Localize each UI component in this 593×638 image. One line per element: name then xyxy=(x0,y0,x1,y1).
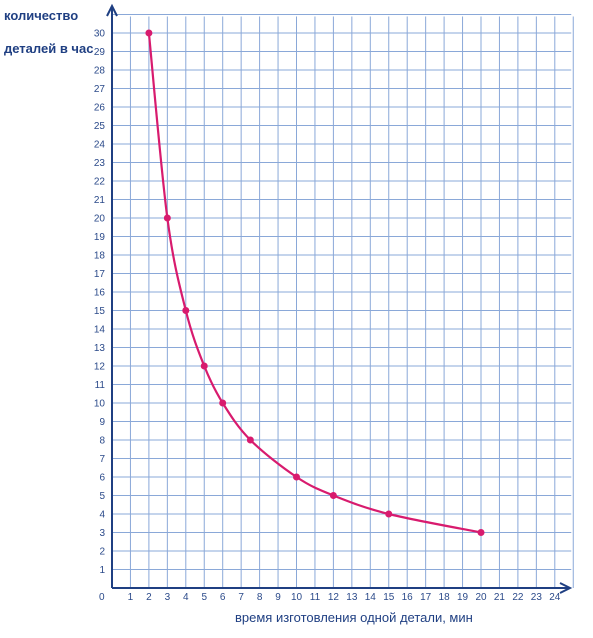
data-point xyxy=(200,362,208,370)
x-tick-label: 20 xyxy=(475,592,487,603)
y-tick-label: 3 xyxy=(99,528,105,539)
x-tick-label: 6 xyxy=(220,592,226,603)
x-tick-label: 17 xyxy=(420,592,432,603)
x-tick-label: 14 xyxy=(365,592,377,603)
y-tick-label: 18 xyxy=(94,251,106,262)
data-point xyxy=(163,214,171,222)
x-ticks: 1 2 3 4 5 6 7 8 9 10 11 12 13 14 15 16 17 18 19 20 21 22 23 24 xyxy=(128,592,561,603)
axes xyxy=(106,3,573,594)
y-tick-label: 6 xyxy=(99,473,105,484)
y-tick-label: 25 xyxy=(94,121,106,132)
data-point xyxy=(219,399,227,407)
x-tick-label: 18 xyxy=(439,592,451,603)
data-point xyxy=(385,510,393,518)
x-tick-label: 24 xyxy=(549,592,561,603)
x-tick-label: 13 xyxy=(346,592,358,603)
y-tick-label: 29 xyxy=(94,47,106,58)
y-axis-title-line-2: деталей в час xyxy=(4,41,93,56)
x-tick-label: 7 xyxy=(238,592,244,603)
x-tick-label: 9 xyxy=(275,592,281,603)
series xyxy=(145,29,485,536)
x-tick-label: 5 xyxy=(201,592,207,603)
y-tick-label: 19 xyxy=(94,232,106,243)
x-tick-label: 19 xyxy=(457,592,469,603)
y-tick-label: 7 xyxy=(99,454,105,465)
x-tick-label: 16 xyxy=(402,592,414,603)
y-tick-label: 12 xyxy=(94,362,106,373)
x-tick-label: 21 xyxy=(494,592,506,603)
x-tick-label: 11 xyxy=(310,592,321,603)
y-tick-label: 26 xyxy=(94,103,106,114)
data-point xyxy=(293,473,300,481)
y-tick-label: 23 xyxy=(94,158,106,169)
y-axis-arrow xyxy=(106,3,118,17)
x-tick-label: 23 xyxy=(531,592,543,603)
grid xyxy=(112,14,574,588)
y-ticks: 1234567891011121314151617181920212223242… xyxy=(94,29,106,577)
x-tick-label: 10 xyxy=(291,592,303,603)
y-tick-label: 17 xyxy=(94,269,106,280)
y-tick-label: 16 xyxy=(94,288,106,299)
y-axis-title-line-1: количество xyxy=(4,8,78,23)
y-tick-label: 20 xyxy=(94,214,106,225)
y-tick-label: 4 xyxy=(99,510,105,521)
y-tick-label: 5 xyxy=(99,491,105,502)
x-tick-label: 15 xyxy=(383,592,395,603)
x-tick-label: 1 xyxy=(128,592,134,603)
data-point xyxy=(182,307,190,314)
y-tick-label: 14 xyxy=(94,325,106,336)
x-tick-label: 2 xyxy=(146,592,152,603)
origin-label: 0 xyxy=(99,592,105,603)
y-tick-label: 9 xyxy=(99,417,105,428)
x-tick-label: 4 xyxy=(183,592,189,603)
y-tick-label: 30 xyxy=(94,29,106,40)
x-tick-label: 12 xyxy=(328,592,340,603)
y-tick-label: 21 xyxy=(94,195,106,206)
x-tick-label: 3 xyxy=(165,592,171,603)
y-tick-label: 22 xyxy=(94,177,106,188)
x-axis-title: время изготовления одной детали, мин xyxy=(235,610,473,625)
data-point xyxy=(329,492,337,499)
y-tick-label: 24 xyxy=(94,140,106,151)
x-tick-label: 8 xyxy=(257,592,263,603)
y-tick-label: 10 xyxy=(94,399,106,410)
data-point xyxy=(145,29,153,37)
x-axis-arrow xyxy=(559,582,573,594)
y-tick-label: 13 xyxy=(94,343,106,354)
y-tick-label: 15 xyxy=(94,306,106,317)
y-tick-label: 1 xyxy=(99,565,105,576)
y-tick-label: 8 xyxy=(99,436,105,447)
data-point xyxy=(246,436,254,444)
x-tick-label: 22 xyxy=(512,592,524,603)
data-point xyxy=(477,529,485,536)
y-tick-label: 28 xyxy=(94,66,106,77)
y-tick-label: 27 xyxy=(94,84,106,95)
y-tick-label: 2 xyxy=(99,547,105,558)
y-tick-label: 11 xyxy=(95,380,106,391)
